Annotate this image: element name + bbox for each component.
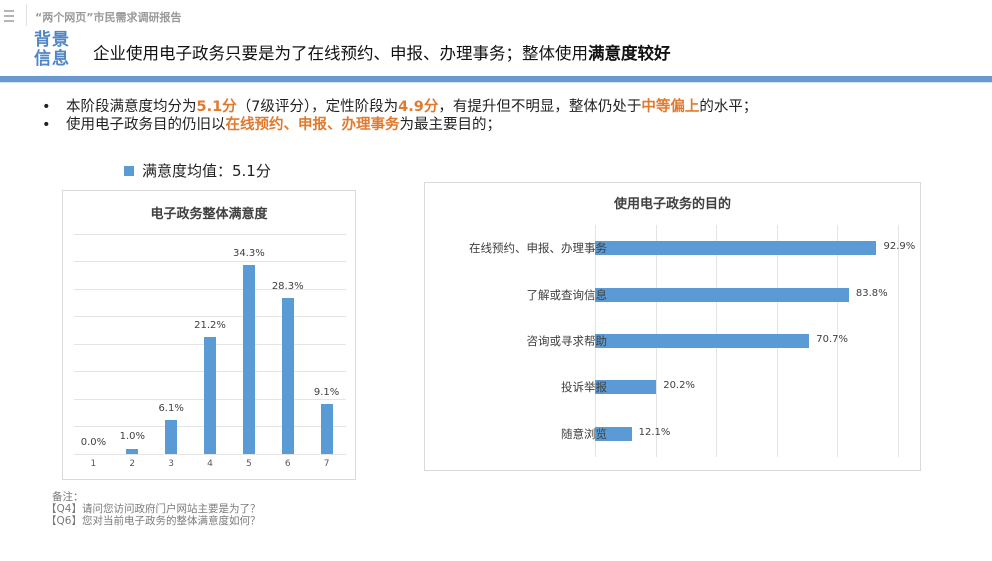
purpose-chart: 使用电子政务的目的 92.9% 83.8% 70.7% 20.2% 12.1% 在线预约… — [424, 182, 921, 471]
report-title: “两个网页”市民需求调研报告 — [35, 11, 182, 24]
plot-area: 92.9% 83.8% 70.7% 20.2% 12.1% — [595, 225, 915, 457]
data-label: 83.8% — [855, 287, 888, 299]
gridline — [898, 225, 899, 457]
page-headline: 企业使用电子政务只要是为了在线预约、申报、办理事务；整体使用满意度较好 — [93, 40, 671, 64]
bullet-text: 的水平； — [699, 99, 758, 115]
hamburger-menu-icon[interactable] — [4, 10, 14, 22]
category-label: 随意浏览 — [561, 426, 607, 441]
chart-title: 电子政务整体满意度 — [150, 207, 268, 222]
bullet-text: 为最主要目的； — [399, 117, 502, 133]
gridline — [74, 316, 346, 318]
data-label: 20.2% — [663, 380, 695, 392]
gridline — [74, 233, 346, 235]
category-label: 咨询或寻求帮助 — [526, 334, 608, 348]
bullet-text: ，有提升但不明显，整体仍处于 — [438, 99, 642, 115]
notes-title: 备注： — [52, 491, 84, 503]
x-tick-label: 5 — [245, 459, 252, 469]
x-tick-label: 2 — [129, 459, 136, 469]
bar — [242, 265, 255, 454]
note-q6: 【Q6】您对当前电子政务的整体满意度如何？ — [46, 515, 261, 527]
category-label: 了解或查询信息 — [526, 287, 608, 302]
data-label: 1.0% — [119, 431, 145, 443]
footnotes: 备注： 【Q4】请问您访问政府门户网站主要是为了？ 【Q6】您对当前电子政务的整… — [46, 491, 260, 527]
satisfaction-chart: 电子政务整体满意度 0.0% 1 1.0% 2 6.1% 3 21.2% 4 34.3% 5 28.… — [62, 190, 356, 480]
highlight-text: 中等偏上 — [641, 99, 700, 115]
category-label: 在线预约、申报、办理事务 — [469, 241, 607, 256]
legend-label: 满意度均值：5.1分 — [142, 162, 271, 180]
highlight-text: 4.9分 — [398, 99, 439, 115]
bullet-text: （7级评分），定性阶段为 — [236, 99, 399, 115]
bar — [320, 403, 333, 454]
category-label: 投诉举报 — [561, 380, 607, 395]
bar — [595, 241, 877, 256]
bar — [281, 298, 294, 454]
section-tag: 背景 信息 — [34, 31, 70, 69]
x-tick-label: 1 — [90, 459, 97, 469]
header-divider — [26, 4, 27, 26]
bar — [595, 426, 632, 441]
x-tick-label: 6 — [284, 459, 291, 469]
data-label: 21.2% — [194, 320, 226, 332]
summary-bullets: 本阶段满意度均分为5.1分（7级评分），定性阶段为4.9分，有提升但不明显，整体… — [40, 98, 757, 134]
gridline — [837, 225, 839, 457]
bullet-item: 使用电子政务目的仍旧以在线预约、申报、办理事务为最主要目的； — [40, 116, 757, 134]
gridline — [74, 288, 346, 290]
bullet-item: 本阶段满意度均分为5.1分（7级评分），定性阶段为4.9分，有提升但不明显，整体… — [40, 98, 757, 116]
header-rule-shadow — [0, 82, 992, 83]
bar — [595, 334, 810, 348]
plot-area: 0.0% 1 1.0% 2 6.1% 3 21.2% 4 34.3% 5 28.3% 6 9.1% 7 — [74, 231, 346, 469]
x-tick-label: 3 — [168, 459, 174, 469]
chart-legend: 满意度均值：5.1分 — [124, 160, 271, 181]
section-tag-line2: 信息 — [34, 49, 70, 69]
gridline — [74, 261, 346, 263]
headline-text: 企业使用电子政务只要是为了在线预约、申报、办理事务；整体使用 — [93, 44, 588, 63]
bar — [595, 380, 657, 395]
highlight-text: 5.1分 — [196, 99, 237, 115]
bar — [204, 337, 216, 454]
gridline — [74, 454, 346, 455]
note-q4: 【Q4】请问您访问政府门户网站主要是为了？ — [46, 503, 261, 515]
legend-swatch — [124, 165, 134, 176]
data-label: 28.3% — [271, 281, 304, 293]
section-tag-line1: 背景 — [34, 30, 70, 50]
bullet-text: 本阶段满意度均分为 — [66, 99, 197, 115]
data-label: 6.1% — [158, 403, 184, 415]
data-label: 92.9% — [883, 241, 916, 253]
bar — [165, 420, 178, 454]
bar — [126, 448, 139, 454]
data-label: 0.0% — [80, 437, 107, 448]
x-tick-label: 7 — [323, 459, 330, 469]
highlight-text: 在线预约、申报、办理事务 — [225, 117, 400, 133]
data-label: 12.1% — [638, 426, 671, 438]
bullet-text: 使用电子政务目的仍旧以 — [66, 117, 226, 133]
headline-emphasis: 满意度较好 — [588, 44, 671, 63]
data-label: 70.7% — [816, 334, 848, 345]
header-rule — [0, 76, 992, 82]
data-label: 9.1% — [313, 386, 340, 398]
chart-title: 使用电子政务的目的 — [613, 197, 731, 212]
bar — [595, 287, 849, 302]
data-label: 34.3% — [232, 248, 265, 259]
x-tick-label: 4 — [207, 459, 213, 469]
